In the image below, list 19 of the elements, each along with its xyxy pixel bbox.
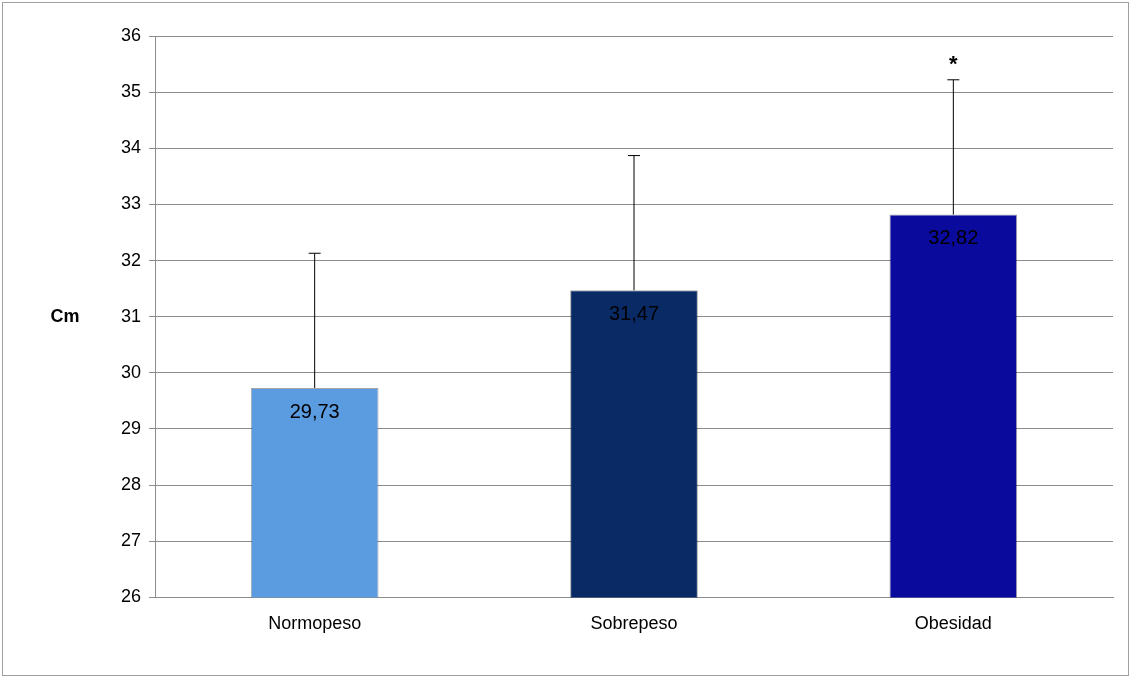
y-tick-label: 30 <box>120 361 141 382</box>
y-tick-label: 31 <box>120 305 141 326</box>
y-tick-label: 32 <box>120 249 141 270</box>
data-label: 32,82 <box>928 226 979 249</box>
y-tick-label: 28 <box>120 474 141 495</box>
x-tick-label: Sobrepeso <box>590 613 678 634</box>
y-tick-label: 36 <box>120 24 141 45</box>
y-axis-title: Cm <box>50 305 80 326</box>
x-tick-label: Obesidad <box>914 613 992 634</box>
x-tick-label: Normopeso <box>268 613 362 634</box>
annotation: * <box>949 50 959 76</box>
y-tick-label: 29 <box>120 417 141 438</box>
y-tick-label: 34 <box>120 137 141 158</box>
data-label: 31,47 <box>608 301 660 324</box>
y-tick-label: 33 <box>120 193 141 214</box>
y-tick-label: 26 <box>120 586 141 607</box>
y-tick-label: 35 <box>120 81 141 102</box>
y-tick-label: 27 <box>120 530 141 551</box>
data-label: 29,73 <box>289 399 340 422</box>
